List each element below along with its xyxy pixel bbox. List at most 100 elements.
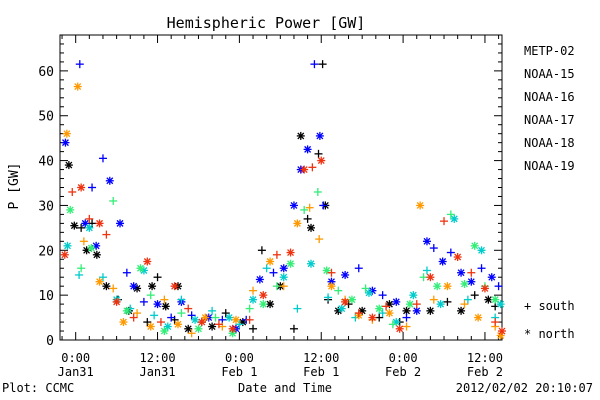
marker-legend-entry: + south — [524, 299, 575, 313]
data-point-north — [184, 324, 193, 333]
data-point-south — [314, 149, 323, 158]
data-point-south — [378, 291, 387, 300]
data-point-north — [402, 306, 411, 315]
marker-stroke — [65, 161, 73, 169]
data-point-south — [75, 270, 84, 279]
data-point-south — [85, 214, 94, 223]
data-point-north — [194, 324, 203, 333]
marker-stroke — [498, 327, 506, 335]
data-point-south — [303, 214, 312, 223]
data-point-south — [324, 293, 333, 302]
data-point-south — [160, 295, 169, 304]
marker-stroke — [287, 249, 295, 256]
marker-stroke — [437, 300, 445, 308]
data-point-south — [327, 268, 336, 277]
marker-stroke — [85, 224, 93, 232]
data-point-north — [450, 214, 459, 223]
data-point-north — [480, 284, 489, 293]
data-point-north — [286, 259, 295, 268]
x-tick-date-label: Feb 1 — [221, 365, 257, 379]
marker-stroke — [433, 282, 441, 290]
data-point-north — [129, 282, 138, 291]
marker-stroke — [113, 298, 121, 306]
marker-stroke — [307, 260, 315, 268]
data-point-south — [440, 217, 449, 226]
data-point-south — [245, 304, 254, 313]
data-point-south — [249, 324, 258, 333]
data-point-north — [317, 156, 326, 165]
data-point-north — [422, 237, 431, 246]
data-point-north — [337, 304, 346, 313]
data-point-north — [426, 306, 435, 315]
data-point-south — [249, 286, 258, 295]
marker-stroke — [392, 298, 400, 306]
marker-legend: + south * north — [524, 299, 575, 341]
legend-entry: NOAA-15 — [524, 67, 575, 81]
marker-stroke — [304, 145, 312, 153]
marker-stroke — [74, 83, 82, 91]
data-point-north — [85, 223, 94, 232]
data-point-south — [269, 268, 278, 277]
marker-stroke — [478, 246, 485, 254]
data-point-south — [361, 284, 370, 293]
x-tick-label: 12:00 — [303, 351, 339, 365]
data-point-north — [64, 161, 73, 170]
data-point-north — [467, 277, 476, 286]
marker-stroke — [171, 282, 179, 290]
data-point-south — [272, 282, 281, 291]
data-point-south — [382, 302, 391, 311]
data-point-south — [293, 304, 302, 313]
marker-stroke — [70, 222, 78, 230]
marker-stroke — [365, 289, 373, 297]
data-point-north — [341, 270, 350, 279]
marker-legend-entry: * north — [524, 327, 575, 341]
marker-stroke — [87, 244, 95, 252]
marker-stroke — [266, 300, 274, 308]
marker-stroke — [61, 251, 69, 259]
data-point-south — [419, 273, 428, 282]
data-point-south — [319, 201, 328, 210]
marker-stroke — [174, 320, 182, 328]
data-point-south — [470, 291, 479, 300]
data-point-north — [92, 250, 101, 259]
data-point-north — [60, 250, 69, 259]
data-point-north — [225, 313, 234, 322]
data-point-north — [112, 297, 121, 306]
data-point-south — [310, 60, 319, 69]
data-point-south — [167, 313, 176, 322]
data-point-south — [429, 295, 438, 304]
marker-stroke — [406, 300, 414, 308]
data-point-south — [375, 313, 384, 322]
data-point-north — [496, 300, 505, 309]
marker-stroke — [403, 307, 410, 315]
chart-title: Hemispheric Power [GW] — [167, 14, 366, 32]
data-point-south — [122, 268, 131, 277]
marker-stroke — [266, 258, 274, 265]
y-tick-label: 30 — [38, 199, 54, 214]
marker-stroke — [81, 219, 89, 227]
marker-stroke — [184, 325, 192, 333]
marker-stroke — [256, 275, 264, 283]
x-tick-date-label: Jan31 — [58, 365, 94, 379]
legend-entry: NOAA-17 — [524, 113, 575, 127]
marker-stroke — [461, 280, 468, 288]
x-tick-date-label: Feb 2 — [467, 365, 503, 379]
plot-frame — [59, 34, 503, 341]
data-point-north — [231, 315, 240, 324]
data-point-north — [368, 313, 377, 322]
y-tick-label: 10 — [38, 289, 54, 304]
data-point-north — [375, 304, 384, 313]
data-point-north — [296, 131, 305, 140]
footer-timestamp: 2012/02/02 20:10:07 — [456, 381, 593, 395]
data-point-south — [187, 311, 196, 320]
marker-stroke — [471, 242, 479, 250]
data-point-south — [315, 235, 324, 244]
data-point-north — [259, 300, 268, 309]
data-point-south — [388, 320, 397, 329]
data-point-south — [402, 322, 411, 331]
legend-entry: NOAA-16 — [524, 90, 575, 104]
data-point-north — [293, 219, 302, 228]
data-point-north — [62, 129, 71, 138]
data-point-south — [75, 60, 84, 69]
